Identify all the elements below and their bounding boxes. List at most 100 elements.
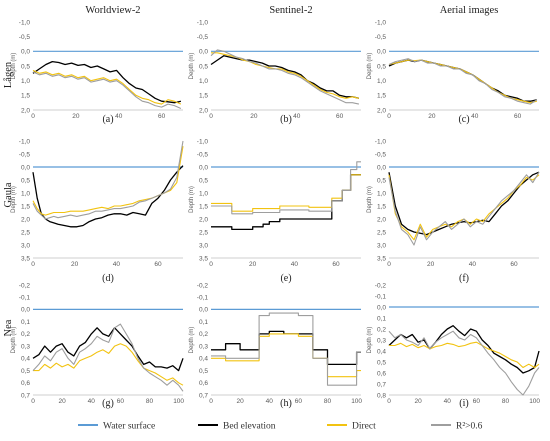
x-tick-label: 0 <box>387 113 391 120</box>
legend-label-direct: Direct <box>352 421 376 431</box>
panel-a: -1,0 -0,5 0,0 0,5 1,0 1,5 2,0 Depth (m) 0 20 40 60 (… <box>11 19 183 125</box>
y-tick-label: 0,0 <box>199 164 208 171</box>
x-tick-label: 20 <box>249 261 257 268</box>
x-tick-label: 40 <box>113 261 121 268</box>
y-tick-label: 0,2 <box>377 326 386 333</box>
y-tick-label: 2,0 <box>377 107 386 114</box>
y-tick-label: 1,5 <box>21 203 30 210</box>
series-line-r-0-6 <box>32 140 184 220</box>
y-tick-label: 0,5 <box>377 177 386 184</box>
x-tick-label: 60 <box>117 398 125 405</box>
y-tick-label: 0,5 <box>199 368 208 375</box>
y-tick-label: 0,0 <box>377 304 386 311</box>
y-tick-label: 3,0 <box>21 242 30 249</box>
series-line-r-0-6 <box>388 171 540 246</box>
y-tick-label: 0,4 <box>377 348 386 355</box>
y-tick-label: 0,1 <box>21 319 30 326</box>
series-line-direct <box>32 146 184 216</box>
y-tick-label: 0,2 <box>21 331 30 338</box>
y-tick-label: 1,0 <box>377 78 386 85</box>
panel-g: -0,2 -0,1 0,0 0,1 0,2 0,3 0,4 0,5 0,6 0,7 Depth (m… <box>11 282 184 409</box>
y-tick-label: 2,5 <box>199 229 208 236</box>
y-tick-label: 0,6 <box>377 370 386 377</box>
x-tick-label: 0 <box>31 398 35 405</box>
y-tick-label: 0,5 <box>199 177 208 184</box>
y-tick-label: 0,5 <box>377 359 386 366</box>
series-line-bed-elevation <box>32 60 182 104</box>
x-tick-label: 60 <box>510 261 518 268</box>
series-line-bed-elevation <box>32 327 184 372</box>
x-tick-label: 80 <box>502 398 510 405</box>
series-line-direct <box>33 343 184 386</box>
panel-label: (g) <box>102 398 114 409</box>
y-tick-label: 2,0 <box>21 107 30 114</box>
series-line-direct <box>32 69 182 105</box>
x-tick-label: 20 <box>250 113 258 120</box>
y-tick-label: 0,7 <box>21 392 30 399</box>
y-tick-label: -1,0 <box>375 138 387 145</box>
panel-i: -0,2 -0,1 0,0 0,1 0,2 0,3 0,4 0,5 0,6 0,7 0,8 Depth… <box>367 282 540 409</box>
y-tick-label: 0,7 <box>377 381 386 388</box>
y-tick-label: 1,0 <box>21 78 30 85</box>
y-tick-label: 0,2 <box>199 331 208 338</box>
column-titles: Worldview-2 Sentinel-2 Aerial images <box>85 5 498 16</box>
y-axis-label: Depth (m) <box>189 327 195 354</box>
panel-f: -1,0 -0,5 0,0 0,5 1,0 1,5 2,0 2,5 3,0 3,5 Depth (m… <box>367 138 540 284</box>
panel-label: (a) <box>102 114 113 125</box>
x-tick-label: 0 <box>209 113 213 120</box>
x-tick-label: 40 <box>444 398 452 405</box>
y-axis-label: Depth (m) <box>367 53 373 80</box>
x-tick-label: 20 <box>72 113 80 120</box>
y-tick-label: 0,5 <box>377 63 386 70</box>
y-tick-label: 0,3 <box>199 343 208 350</box>
x-tick-label: 40 <box>471 113 479 120</box>
y-tick-label: 0,5 <box>21 368 30 375</box>
y-tick-label: 0,0 <box>377 164 386 171</box>
y-tick-label: 0,0 <box>199 307 208 314</box>
y-tick-label: -0,5 <box>19 151 31 158</box>
y-tick-label: 2,0 <box>199 216 208 223</box>
row-title-lagen: Lågen <box>3 61 14 88</box>
y-tick-label: -1,0 <box>19 19 31 26</box>
legend-label-bed: Bed elevation <box>223 421 276 431</box>
x-tick-label: 100 <box>529 398 540 405</box>
y-tick-label: 0,4 <box>21 356 30 363</box>
x-tick-label: 0 <box>31 113 35 120</box>
x-tick-label: 40 <box>469 261 477 268</box>
y-tick-label: 3,5 <box>199 255 208 262</box>
y-tick-label: -1,0 <box>19 138 31 145</box>
y-tick-label: 3,0 <box>377 242 386 249</box>
series-line-r-0-6 <box>210 49 360 105</box>
y-tick-label: 2,5 <box>377 229 386 236</box>
panel-e: -1,0 -0,5 0,0 0,5 1,0 1,5 2,0 2,5 3,0 3,5 Depth (m… <box>189 138 361 284</box>
series-line-r-0-6 <box>32 323 184 392</box>
x-tick-label: 20 <box>428 113 436 120</box>
y-tick-label: 0,5 <box>199 63 208 70</box>
y-tick-label: -0,1 <box>197 295 209 302</box>
x-tick-label: 40 <box>293 113 301 120</box>
y-tick-label: -1,0 <box>197 19 209 26</box>
x-tick-label: 60 <box>473 398 481 405</box>
y-tick-label: 1,0 <box>199 78 208 85</box>
series-line-bed-elevation <box>211 330 361 366</box>
y-tick-label: 0,6 <box>199 380 208 387</box>
y-axis-label: Depth (m) <box>367 327 373 354</box>
x-tick-label: 20 <box>59 398 67 405</box>
y-axis-label: Depth (m) <box>11 53 17 80</box>
x-tick-label: 0 <box>387 261 391 268</box>
y-tick-label: 2,0 <box>21 216 30 223</box>
panel-label: (c) <box>458 114 469 125</box>
x-tick-label: 0 <box>31 261 35 268</box>
panel-label: (i) <box>459 398 468 409</box>
series-line-direct <box>211 174 361 212</box>
series-line-direct <box>211 52 360 99</box>
legend-label-water: Water surface <box>103 420 155 431</box>
y-tick-label: -1,0 <box>375 19 387 26</box>
y-tick-label: 0,6 <box>21 380 30 387</box>
panel-d: -1,0 -0,5 0,0 0,5 1,0 1,5 2,0 2,5 3,0 3,5 Depth (m… <box>11 138 184 284</box>
y-tick-label: 1,0 <box>21 190 30 197</box>
x-tick-label: 60 <box>332 261 340 268</box>
series-line-direct <box>388 174 540 241</box>
row-title-nea: Nea <box>3 319 14 336</box>
